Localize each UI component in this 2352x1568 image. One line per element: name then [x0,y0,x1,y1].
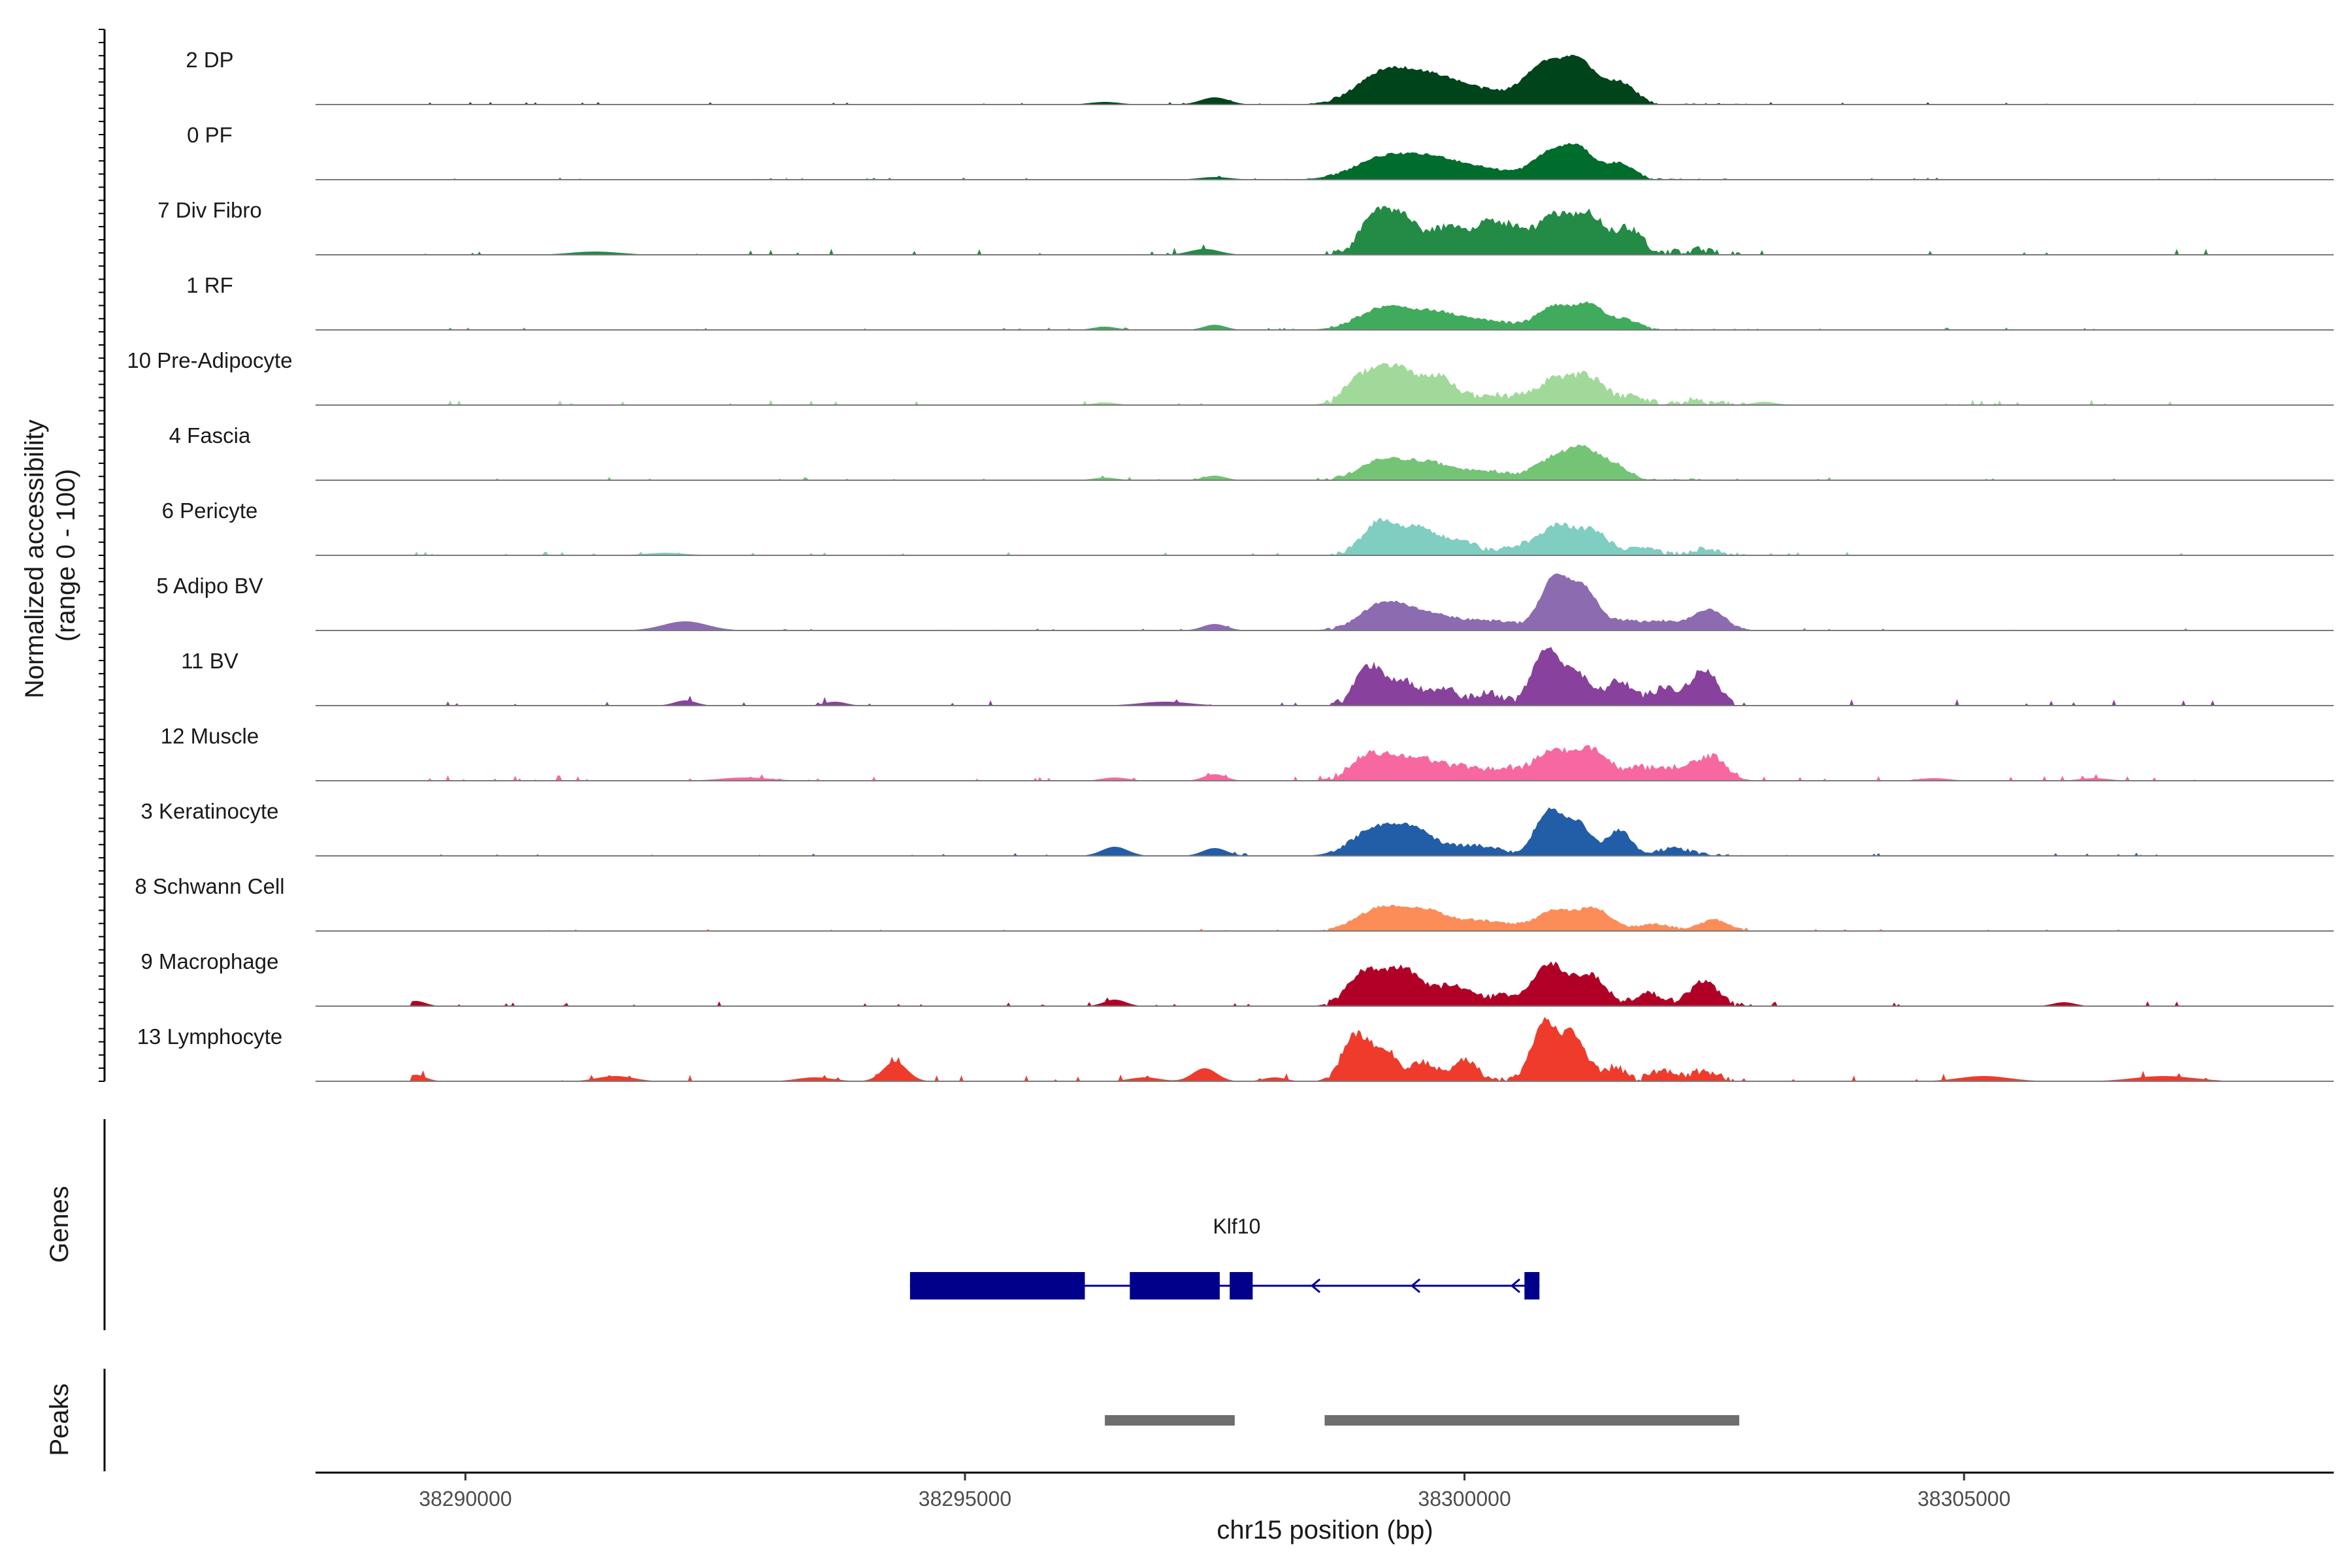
gene-exon [909,1272,1085,1299]
strand-arrow [1510,1278,1521,1294]
coverage-area [316,573,2334,630]
coverage-track: 10 Pre-Adipocyte [127,348,2334,406]
y-axis-title-line-1: Normalized accessibility [20,419,49,698]
coverage-track: 2 DP [186,48,2334,105]
x-tick-label: 38295000 [919,1487,1011,1511]
coverage-area [316,301,2334,330]
peaks-panel-label: Peaks [45,1383,74,1456]
y-axis-title-line-2: (range 0 - 100) [52,469,80,642]
coverage-area [316,54,2334,105]
strand-arrow [1310,1278,1321,1294]
track-label: 11 BV [181,649,238,673]
coverage-track: 1 RF [186,273,2334,331]
peak-region [1324,1415,1740,1426]
coverage-area [316,745,2334,781]
genes-panel-label: Genes [45,1186,74,1263]
coverage-tracks: 2 DP 0 PF 7 Div Fibro 1 RF 10 Pre-Adipocyte 4… [127,48,2334,1082]
track-label: 0 PF [187,123,233,147]
coverage-area [316,142,2334,180]
coverage-area [316,444,2334,480]
track-label: 5 Adipo BV [156,574,263,598]
coverage-track: 0 PF [187,123,2334,180]
coverage-track: 6 Pericyte [162,498,2334,556]
coverage-area [316,206,2334,255]
coverage-track: 5 Adipo BV [156,573,2334,631]
coverage-track: 13 Lymphocyte [137,1017,2334,1082]
coverage-area [316,1017,2334,1081]
track-label: 2 DP [186,48,233,72]
coverage-track: 11 BV [181,647,2334,706]
coverage-area [316,647,2334,706]
strand-arrow [1060,1278,1071,1294]
coverage-area [316,363,2334,405]
coverage-axis-ticks [99,29,105,1082]
coverage-track: 9 Macrophage [141,949,2334,1007]
coverage-y-axis [99,29,106,1082]
track-label: 7 Div Fibro [157,198,262,222]
gene-exon [1524,1272,1540,1299]
x-axis-ticks: 38290000 38295000 38300000 38305000 [419,1473,2010,1511]
coverage-area [316,961,2334,1006]
track-label: 3 Keratinocyte [141,799,279,823]
peaks-track [1105,1415,1740,1426]
track-label: 1 RF [186,273,233,297]
genes-track: Klf10 [909,1215,1540,1299]
track-label: 4 Fascia [169,423,251,448]
track-label: 13 Lymphocyte [137,1024,283,1049]
track-label: 6 Pericyte [162,498,258,523]
gene-name-label: Klf10 [1213,1215,1260,1238]
coverage-area [316,904,2334,931]
coverage-area [316,807,2334,856]
x-tick-label: 38300000 [1418,1487,1511,1511]
gene-model: Klf10 [909,1215,1540,1299]
x-tick-label: 38290000 [419,1487,512,1511]
coverage-track: 3 Keratinocyte [141,799,2334,857]
x-axis-title: chr15 position (bp) [1217,1516,1433,1544]
coverage-area [316,517,2334,555]
gene-exon [1130,1272,1220,1299]
y-axis-title: Normalized accessibility (range 0 - 100) [20,412,80,698]
track-label: 8 Schwann Cell [135,874,284,898]
strand-arrow [1410,1278,1421,1294]
coverage-track: 7 Div Fibro [157,198,2334,255]
peak-region [1105,1415,1235,1426]
x-tick-label: 38305000 [1918,1487,2010,1511]
gene-exon [1230,1272,1253,1299]
track-label: 10 Pre-Adipocyte [127,348,292,372]
coverage-track: 12 Muscle [161,724,2334,781]
track-label: 9 Macrophage [141,949,279,973]
track-label: 12 Muscle [161,724,259,748]
coverage-track: 8 Schwann Cell [135,874,2334,932]
coverage-track: 4 Fascia [169,423,2334,481]
